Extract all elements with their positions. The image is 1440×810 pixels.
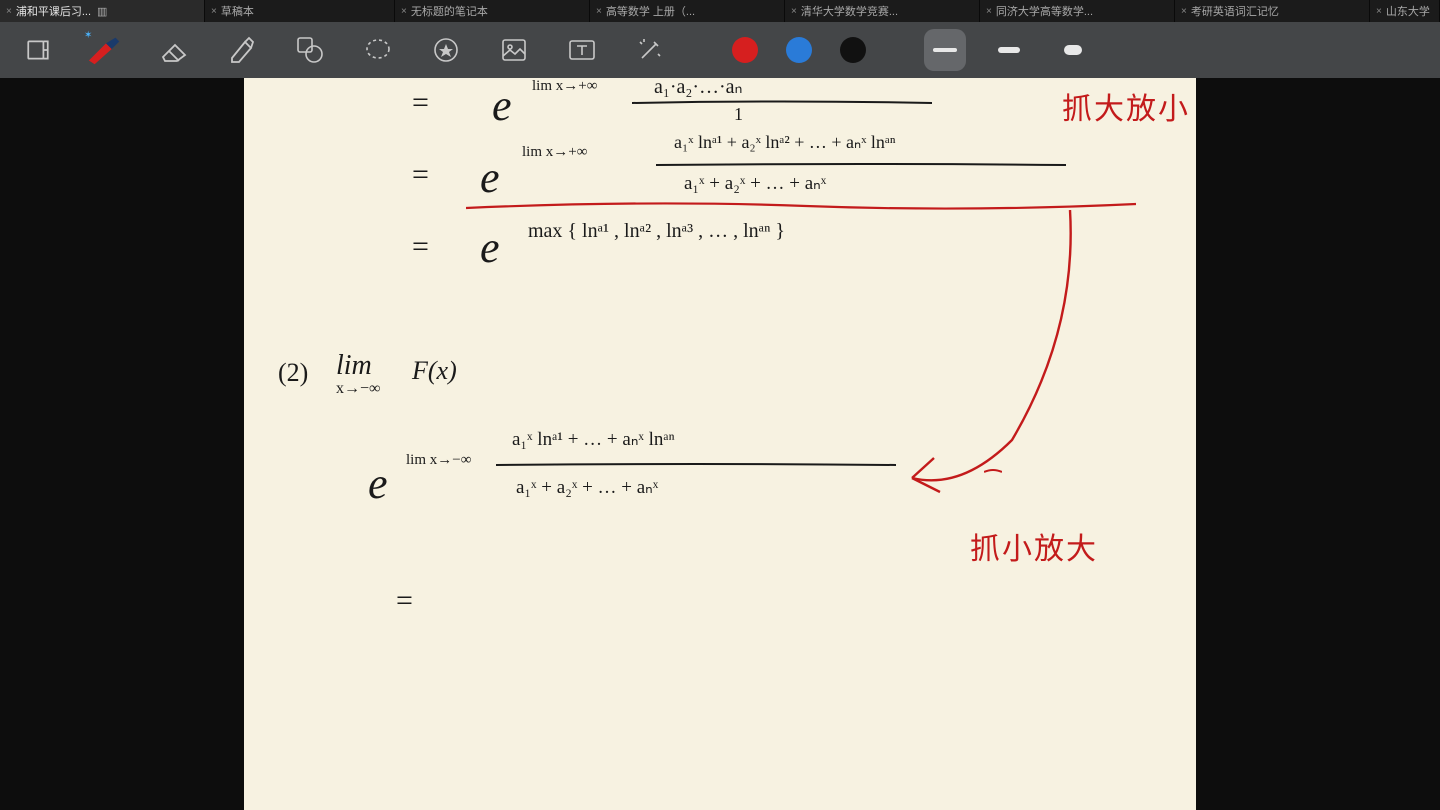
close-icon[interactable]: × bbox=[1181, 6, 1187, 17]
close-icon[interactable]: × bbox=[986, 6, 992, 17]
math-text: a₁·a₂·…·aₙ bbox=[654, 78, 743, 99]
close-icon[interactable]: × bbox=[401, 6, 407, 17]
math-text: lim x→−∞ bbox=[406, 452, 471, 469]
math-text: a₁ˣ + a₂ˣ + … + aₙˣ bbox=[516, 476, 658, 499]
shape-icon[interactable] bbox=[290, 30, 330, 70]
favorite-icon[interactable] bbox=[426, 30, 466, 70]
math-text: 1 bbox=[734, 104, 743, 125]
math-text: lim x→+∞ bbox=[522, 144, 587, 161]
stroke-width-group bbox=[924, 29, 1094, 71]
stroke-med[interactable] bbox=[988, 29, 1030, 71]
book-icon[interactable]: ▥ bbox=[97, 5, 107, 18]
stroke-thick[interactable] bbox=[1052, 29, 1094, 71]
readonly-icon[interactable] bbox=[18, 30, 58, 70]
tab-label: 清华大学数学竞赛... bbox=[801, 3, 898, 19]
math-text: (2) bbox=[278, 358, 308, 388]
color-blue[interactable] bbox=[786, 37, 812, 63]
math-text: = bbox=[412, 158, 429, 192]
tab-label: 高等数学 上册（... bbox=[606, 3, 695, 19]
close-icon[interactable]: × bbox=[596, 6, 602, 17]
tab-bar: × 浦和平课后习... ▥ × 草稿本 × 无标题的笔记本 × 高等数学 上册（… bbox=[0, 0, 1440, 22]
canvas-area[interactable]: 抓大放小 = e lim x→+∞ a₁·a₂·…·aₙ 1 = e lim x… bbox=[0, 78, 1440, 810]
close-icon[interactable]: × bbox=[791, 6, 797, 17]
annotation-bottom: 抓小放大 bbox=[970, 524, 1098, 568]
magic-icon[interactable] bbox=[630, 30, 670, 70]
tab-untitled[interactable]: × 无标题的笔记本 bbox=[395, 0, 590, 22]
textbox-icon[interactable] bbox=[562, 30, 602, 70]
math-text: max { lnᵃ¹ , lnᵃ² , lnᵃ³ , … , lnᵃⁿ } bbox=[528, 220, 785, 243]
math-text: lim bbox=[336, 350, 372, 382]
stroke-thin[interactable] bbox=[924, 29, 966, 71]
tab-label: 山东大学 bbox=[1386, 3, 1430, 19]
image-icon[interactable] bbox=[494, 30, 534, 70]
math-text: e bbox=[480, 222, 500, 273]
tab-label: 考研英语词汇记忆 bbox=[1191, 3, 1279, 19]
note-page[interactable]: 抓大放小 = e lim x→+∞ a₁·a₂·…·aₙ 1 = e lim x… bbox=[244, 78, 1196, 810]
tab-gaoshu[interactable]: × 高等数学 上册（... bbox=[590, 0, 785, 22]
tab-label: 浦和平课后习... bbox=[16, 3, 91, 19]
math-text: a₁ˣ lnᵃ¹ + … + aₙˣ lnᵃⁿ bbox=[512, 428, 675, 451]
math-text: e bbox=[492, 80, 512, 131]
tab-draft[interactable]: × 草稿本 bbox=[205, 0, 395, 22]
tab-label: 无标题的笔记本 bbox=[411, 3, 488, 19]
tab-kaoyan[interactable]: × 考研英语词汇记忆 bbox=[1175, 0, 1370, 22]
math-text: a₁ˣ + a₂ˣ + … + aₙˣ bbox=[684, 172, 826, 195]
close-icon[interactable]: × bbox=[211, 6, 217, 17]
lasso-icon[interactable] bbox=[358, 30, 398, 70]
math-text: e bbox=[480, 152, 500, 203]
toolbar: ✶ bbox=[0, 22, 1440, 78]
red-arrow bbox=[892, 210, 1092, 500]
math-text: e bbox=[368, 458, 388, 509]
tab-shandong[interactable]: × 山东大学 bbox=[1370, 0, 1440, 22]
eraser-icon[interactable] bbox=[154, 30, 194, 70]
math-text: = bbox=[412, 86, 429, 120]
tab-tongji[interactable]: × 同济大学高等数学... bbox=[980, 0, 1175, 22]
pen-icon[interactable]: ✶ bbox=[86, 30, 126, 70]
math-text: lim x→+∞ bbox=[532, 78, 597, 95]
tab-active[interactable]: × 浦和平课后习... ▥ bbox=[0, 0, 205, 22]
color-red[interactable] bbox=[732, 37, 758, 63]
math-text: = bbox=[396, 584, 413, 618]
tab-label: 草稿本 bbox=[221, 3, 254, 19]
close-icon[interactable]: × bbox=[6, 6, 12, 17]
tab-label: 同济大学高等数学... bbox=[996, 3, 1093, 19]
tab-qinghua[interactable]: × 清华大学数学竞赛... bbox=[785, 0, 980, 22]
red-dot bbox=[984, 468, 1002, 476]
math-text: x→−∞ bbox=[336, 380, 380, 398]
close-icon[interactable]: × bbox=[1376, 6, 1382, 17]
math-text: = bbox=[412, 230, 429, 264]
color-black[interactable] bbox=[840, 37, 866, 63]
annotation-top: 抓大放小 bbox=[1062, 84, 1190, 128]
math-text: a₁ˣ lnᵃ¹ + a₂ˣ lnᵃ² + … + aₙˣ lnᵃⁿ bbox=[674, 132, 895, 153]
highlighter-icon[interactable] bbox=[222, 30, 262, 70]
math-text: F(x) bbox=[412, 356, 457, 386]
